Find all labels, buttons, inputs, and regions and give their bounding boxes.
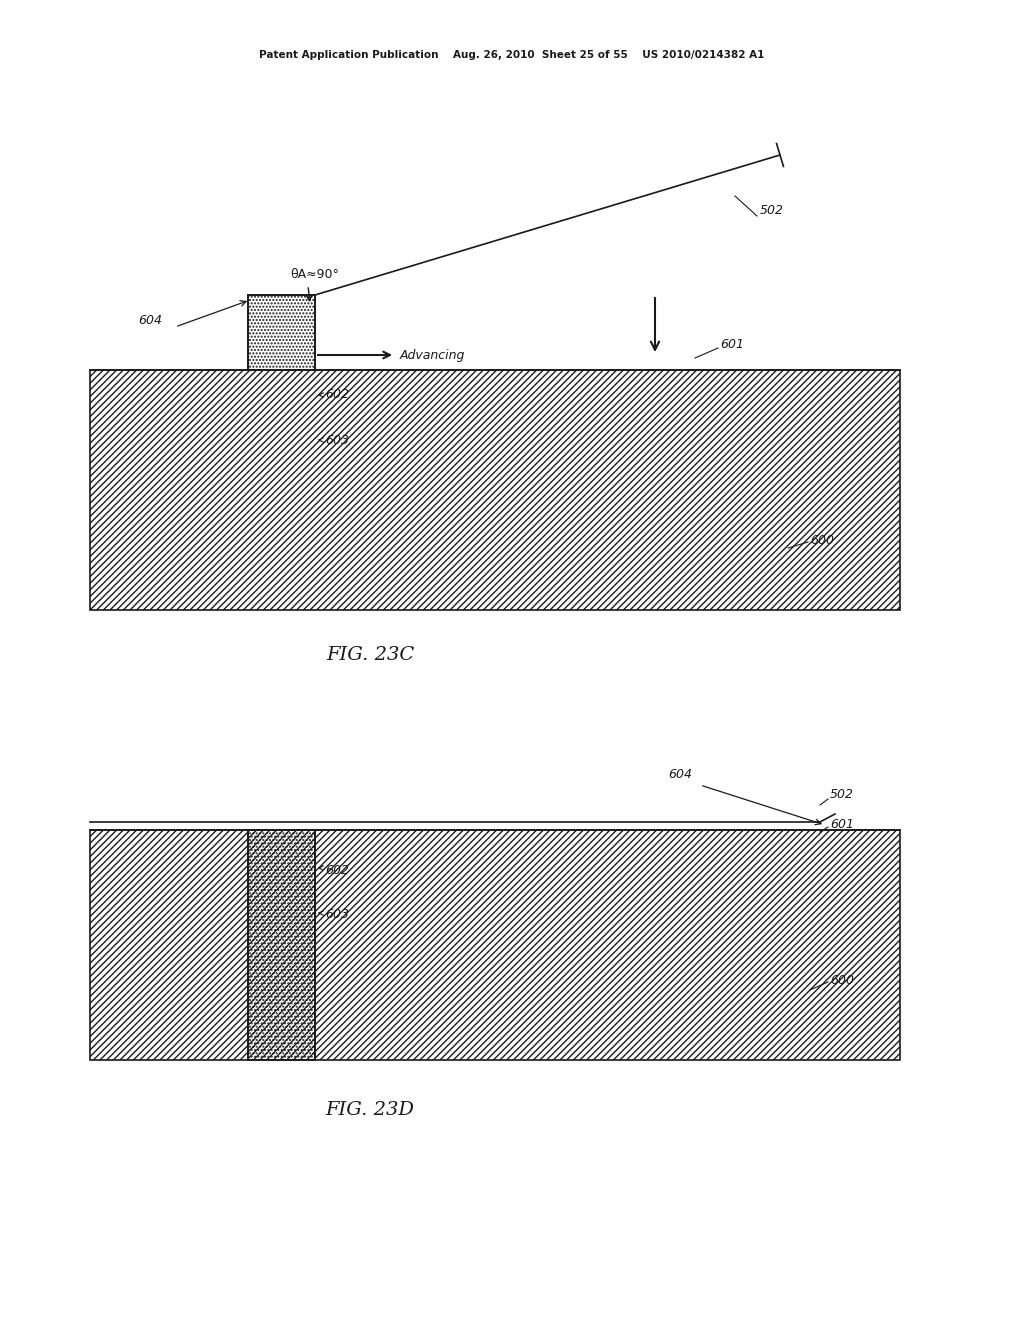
Text: FIG. 23D: FIG. 23D (326, 1101, 415, 1119)
Bar (248, 830, 315, 1060)
Text: 601: 601 (720, 338, 744, 351)
Text: 602: 602 (325, 388, 349, 401)
Text: 601: 601 (830, 818, 854, 832)
Text: 604: 604 (668, 768, 692, 781)
Text: 604: 604 (138, 314, 162, 326)
Text: Patent Application Publication    Aug. 26, 2010  Sheet 25 of 55    US 2010/02143: Patent Application Publication Aug. 26, … (259, 50, 765, 59)
Bar (248, 294, 315, 370)
Bar (90, 830, 900, 1060)
Text: 502: 502 (830, 788, 854, 801)
Text: 600: 600 (830, 974, 854, 986)
Text: FIG. 23C: FIG. 23C (326, 645, 414, 664)
Text: 603: 603 (325, 433, 349, 446)
Text: 603: 603 (325, 908, 349, 921)
Text: θA≈90°: θA≈90° (290, 268, 339, 281)
Text: 502: 502 (760, 203, 784, 216)
Text: 602: 602 (325, 863, 349, 876)
Bar (90, 370, 900, 610)
Text: Advancing: Advancing (400, 348, 465, 362)
Text: 600: 600 (810, 533, 834, 546)
